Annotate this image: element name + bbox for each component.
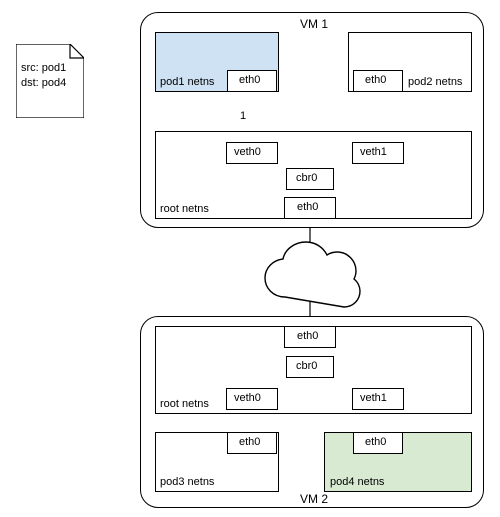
vm2-veth1-label: veth1 [360, 392, 387, 404]
pod3-label: pod3 netns [160, 476, 214, 488]
pod3-eth0-label: eth0 [239, 436, 260, 448]
vm1-veth1-label: veth1 [360, 146, 387, 158]
vm2-root-eth0-label: eth0 [297, 330, 318, 342]
vm1-title: VM 1 [300, 17, 328, 31]
pod4-label: pod4 netns [330, 476, 384, 488]
pod4-eth0-label: eth0 [365, 436, 386, 448]
pod1-label: pod1 netns [160, 76, 214, 88]
note-line-2: dst: pod4 [21, 77, 66, 89]
packet-note-box: src: pod1 dst: pod4 [16, 44, 84, 118]
pod2-label: pod2 netns [408, 76, 462, 88]
vm1-root-label: root netns [160, 203, 209, 215]
vm1-cbr0-label: cbr0 [296, 172, 317, 184]
pod2-eth0-label: eth0 [365, 74, 386, 86]
vm1-veth0-label: veth0 [234, 146, 261, 158]
vm2-cbr0-label: cbr0 [296, 360, 317, 372]
vm2-root-label: root netns [160, 398, 209, 410]
vm2-title: VM 2 [300, 492, 328, 506]
vm2-veth0-label: veth0 [234, 392, 261, 404]
pod1-eth0-label: eth0 [239, 74, 260, 86]
cloud-icon [265, 242, 360, 307]
vm1-root-eth0-label: eth0 [297, 201, 318, 213]
note-line-1: src: pod1 [21, 62, 66, 74]
marker-1-label: 1 [240, 110, 246, 122]
